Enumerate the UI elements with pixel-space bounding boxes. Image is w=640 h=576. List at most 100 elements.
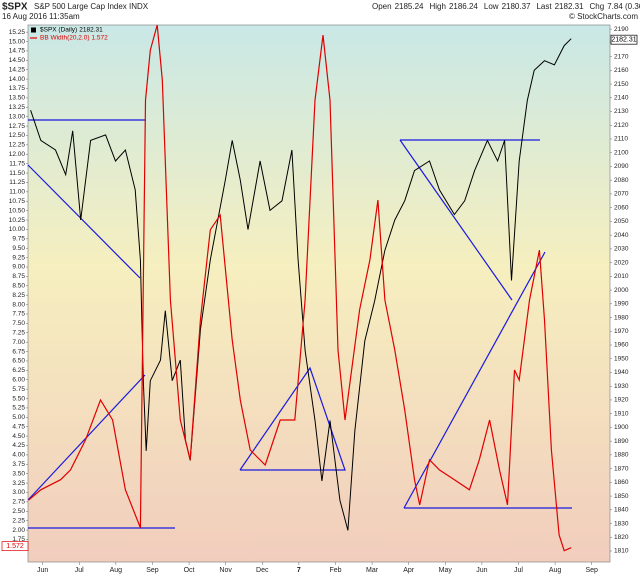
legend-value: 1.572 [92, 35, 109, 42]
y2-tick-label: 1980 [614, 314, 629, 321]
y2-tick-label: 2090 [614, 163, 629, 170]
series-line [28, 24, 572, 552]
y2-tick-label: 2100 [614, 149, 629, 156]
y-tick-label: 9.00 [12, 264, 25, 271]
x-tick-label: Sep [146, 567, 159, 574]
y-tick-label: 12.50 [9, 132, 26, 139]
y2-tick-label: 2080 [614, 177, 629, 184]
x-tick-label: Oct [184, 567, 195, 574]
y2-tick-label: 1960 [614, 342, 629, 349]
chart-title: S&P 500 Large Cap Index INDX [34, 2, 149, 11]
y-tick-label: 14.00 [9, 76, 26, 83]
y-tick-label: 2.75 [12, 499, 25, 506]
y-tick-label: 15.25 [9, 29, 26, 36]
x-tick-label: Sep [585, 567, 598, 574]
x-tick-label: Aug [110, 567, 123, 574]
timestamp: 16 Aug 2016 11:35am [2, 12, 80, 21]
y-tick-label: 6.75 [12, 348, 25, 355]
y-tick-label: 6.00 [12, 376, 25, 383]
y-tick-label: 13.50 [9, 95, 26, 102]
y-tick-label: 8.25 [12, 292, 25, 299]
y-tick-label: 11.75 [9, 160, 25, 167]
y2-tick-label: 1970 [614, 328, 629, 335]
trendlines [27, 119, 572, 529]
x-tick-label: 7 [297, 567, 301, 574]
y-tick-label: 3.75 [12, 461, 25, 468]
y2-tick-label: 1900 [614, 424, 629, 431]
y-tick-label: 9.25 [12, 254, 25, 261]
trendline [399, 139, 513, 301]
y-tick-label: 3.50 [12, 470, 25, 477]
y2-tick-label: 1820 [614, 534, 629, 541]
y-tick-label: 5.50 [12, 395, 25, 402]
y-tick-label: 13.75 [9, 85, 26, 92]
y2-tick-label: 2120 [614, 122, 629, 129]
y-tick-label: 9.50 [12, 245, 25, 252]
y-tick-label: 7.75 [12, 311, 25, 318]
y-tick-label: 8.75 [12, 273, 25, 280]
quote-value: 2185.24 [395, 2, 424, 11]
y-tick-label: 14.50 [9, 57, 26, 64]
x-tick-label: Nov [219, 567, 232, 574]
y2-tick-label: 1870 [614, 465, 629, 472]
y-tick-label: 5.00 [12, 414, 25, 421]
y-tick-label: 2.00 [12, 527, 25, 534]
y-tick-label: 2.50 [12, 508, 25, 515]
y2-tick-label: 1860 [614, 479, 629, 486]
y-tick-label: 7.25 [12, 329, 25, 336]
x-tick-label: Jun [37, 567, 48, 574]
trendline [239, 366, 346, 471]
y2-tick-label: 2040 [614, 232, 629, 239]
y-tick-label: 1.75 [12, 536, 25, 543]
x-tick-label: May [439, 567, 453, 574]
axes: 1.501.752.002.252.502.753.003.253.503.75… [9, 26, 629, 574]
legend-label: $SPX (Daily) [40, 27, 77, 34]
y2-tick-label: 2130 [614, 108, 629, 115]
y-tick-label: 6.50 [12, 358, 25, 365]
y2-tick-label: 2050 [614, 218, 629, 225]
legend-value: 2182.31 [79, 27, 103, 34]
y2-tick-label: 2020 [614, 259, 629, 266]
y2-tick-label: 2190 [614, 26, 629, 33]
y-tick-label: 4.25 [12, 442, 25, 449]
quote-label: Low [484, 2, 499, 11]
y2-tick-label: 1890 [614, 438, 629, 445]
x-tick-label: Dec [256, 567, 269, 574]
y2-tick-label: 1810 [614, 548, 629, 555]
y-tick-label: 10.75 [9, 198, 26, 205]
trendline [403, 251, 546, 509]
y-tick-label: 8.00 [12, 301, 25, 308]
x-tick-label: Feb [329, 567, 341, 574]
last-value-tag-label: 1.572 [6, 543, 24, 550]
y2-tick-label: 1930 [614, 383, 629, 390]
y2-tick-label: 2150 [614, 81, 629, 88]
y-tick-label: 5.75 [12, 386, 25, 393]
quote-value: 7.84 (0.36%) [607, 2, 640, 11]
y-tick-label: 11.00 [9, 189, 25, 196]
x-tick-label: Jul [514, 567, 523, 574]
y-tick-label: 12.75 [9, 123, 26, 130]
plot-area [27, 24, 611, 563]
credit: © StockCharts.com [569, 12, 638, 21]
y2-tick-label: 1830 [614, 520, 629, 527]
quote-label: Open [372, 2, 392, 11]
y2-tick-label: 1840 [614, 507, 629, 514]
y2-tick-label: 2060 [614, 204, 629, 211]
y-tick-label: 4.75 [12, 423, 25, 430]
y-tick-label: 10.25 [9, 217, 26, 224]
y-tick-label: 12.25 [9, 142, 26, 149]
y-tick-label: 7.50 [12, 320, 25, 327]
y-tick-label: 4.00 [12, 452, 25, 459]
last-value-tag [1, 541, 29, 551]
y-tick-label: 14.25 [9, 66, 26, 73]
y2-tick-label: 2000 [614, 287, 629, 294]
y-tick-label: 10.00 [9, 226, 26, 233]
y-tick-label: 11.25 [9, 179, 25, 186]
x-tick-label: Jul [75, 567, 84, 574]
y2-tick-label: 2160 [614, 67, 629, 74]
y2-tick-label: 2030 [614, 246, 629, 253]
y-tick-label: 7.00 [12, 339, 25, 346]
quote-value: 2180.37 [502, 2, 531, 11]
